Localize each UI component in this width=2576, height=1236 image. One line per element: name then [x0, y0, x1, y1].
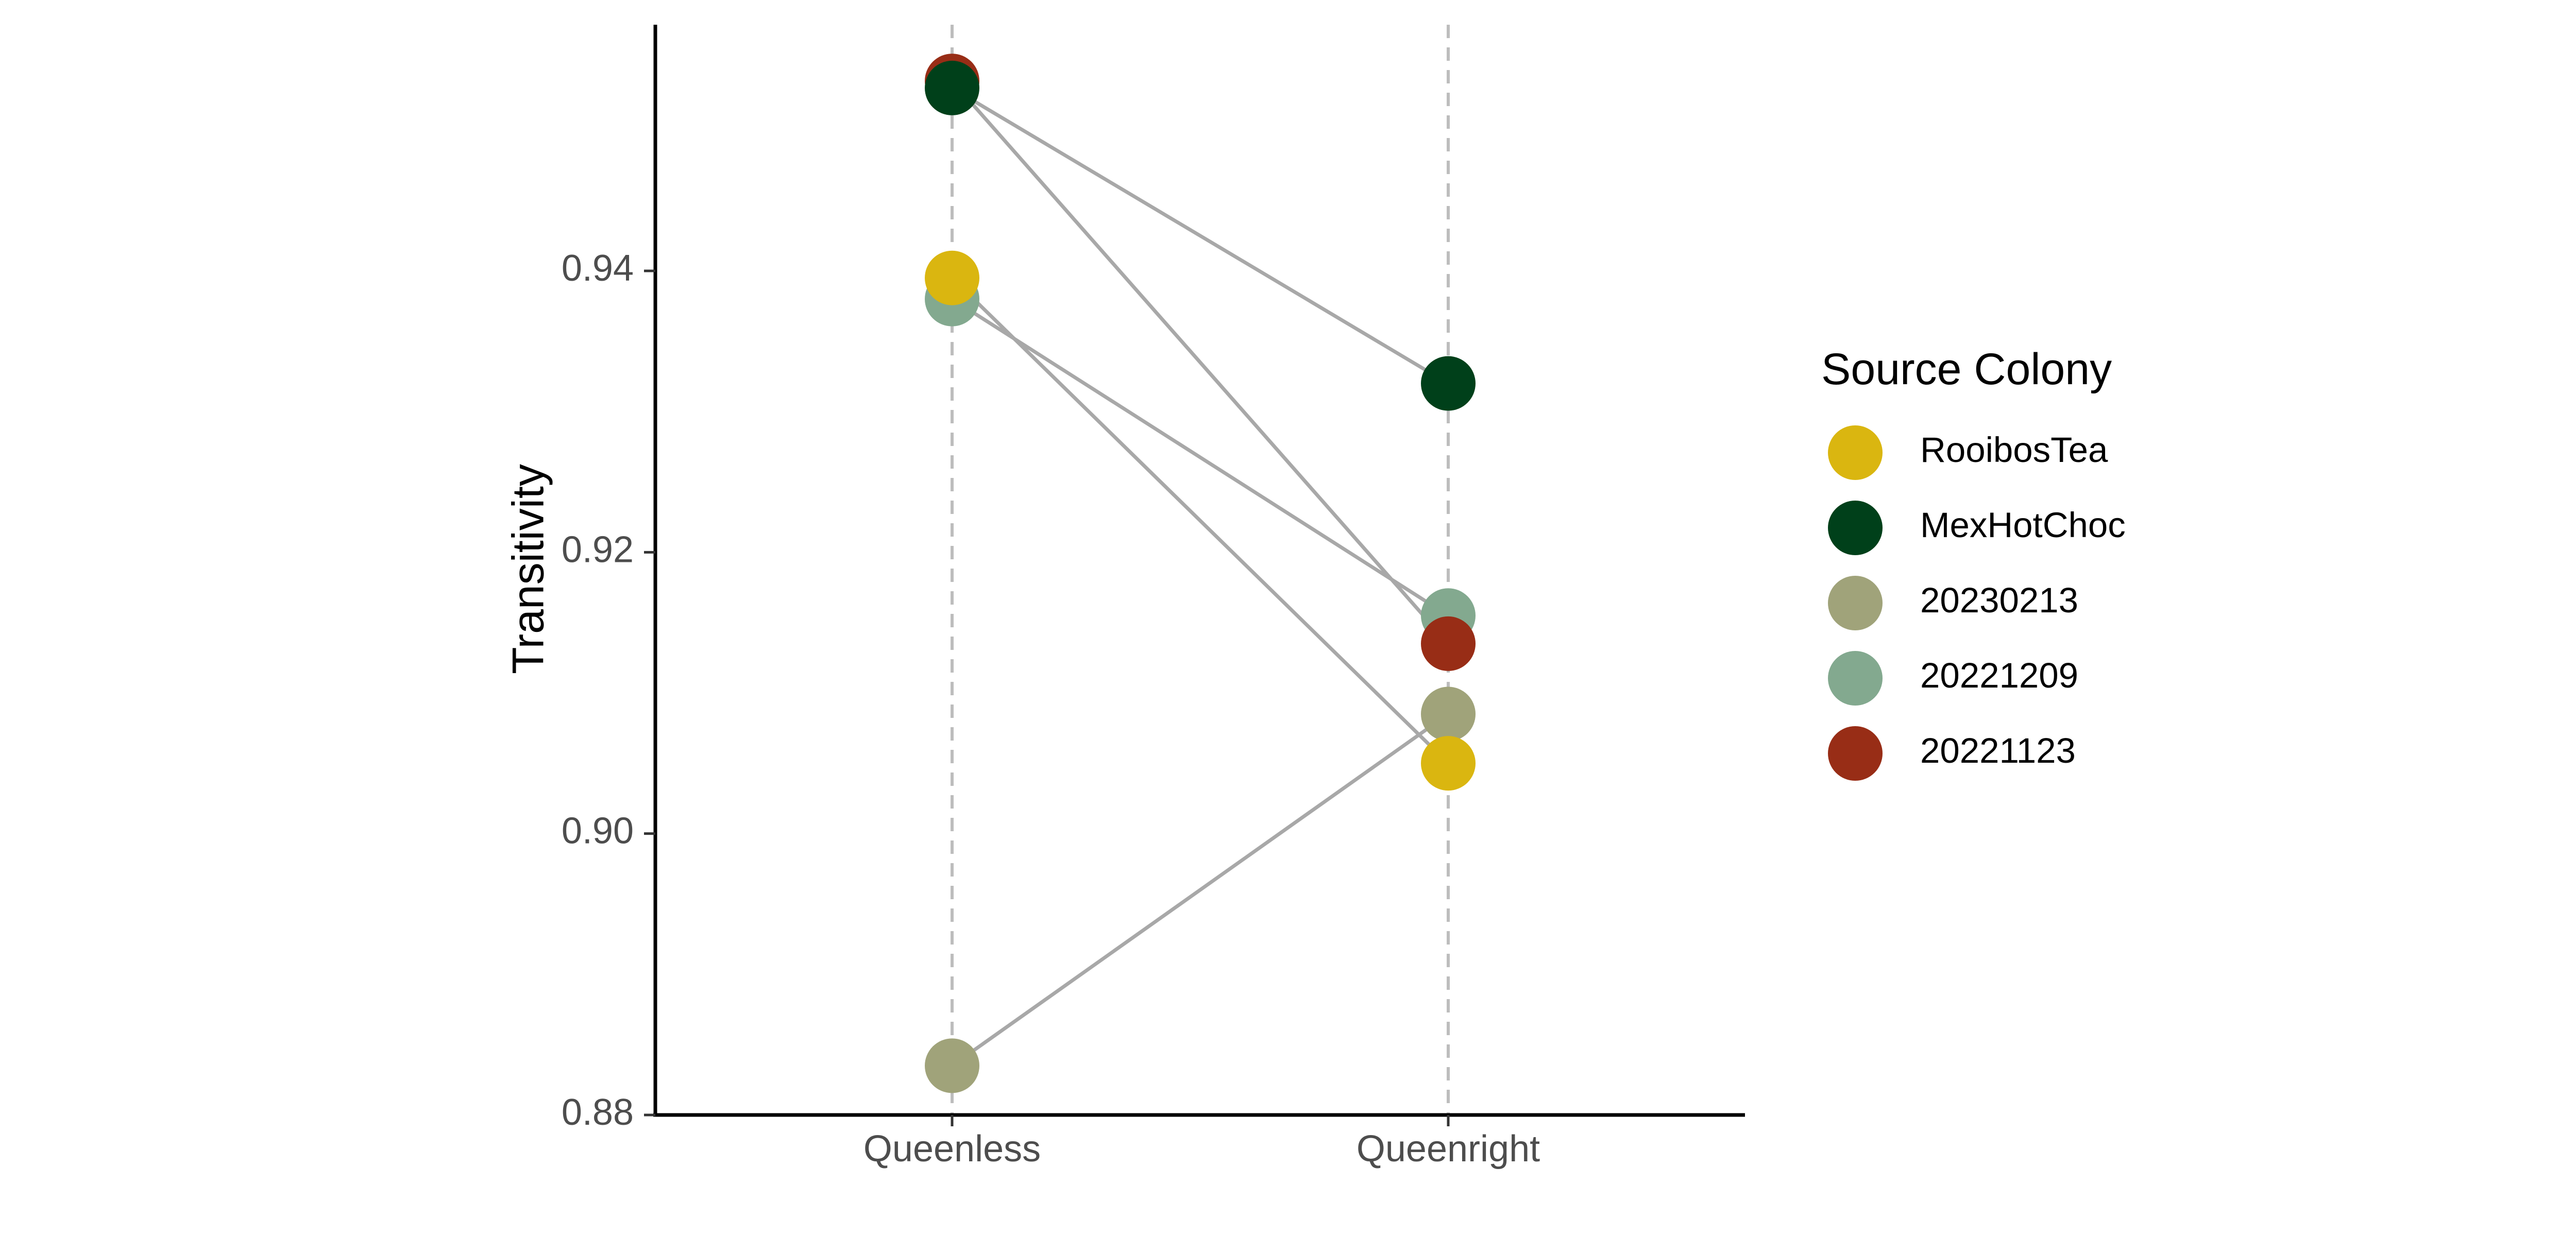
- legend-label-20221209: 20221209: [1920, 656, 2078, 695]
- point-rooibostea-queenless: [925, 250, 979, 305]
- legend-label-20230213: 20230213: [1920, 580, 2078, 620]
- legend-title: Source Colony: [1821, 345, 2112, 394]
- y-tick-label: 0.88: [562, 1092, 634, 1133]
- x-tick-label-queenless: Queenless: [863, 1128, 1041, 1170]
- connector-lines-layer: [950, 79, 1450, 1068]
- legend: Source Colony RooibosTea MexHotChoc 202302…: [1821, 345, 2126, 781]
- legend-label-rooibostea: RooibosTea: [1920, 430, 2108, 470]
- legend-key-rooibostea: [1828, 425, 1883, 480]
- point-20221123-queenright: [1421, 616, 1476, 671]
- connector-line-rooibostea: [950, 276, 1450, 765]
- connector-line-20230213: [950, 712, 1450, 1068]
- legend-label-20221123: 20221123: [1920, 731, 2076, 770]
- point-rooibostea-queenright: [1421, 736, 1476, 791]
- points-layer: [925, 54, 1476, 1093]
- point-mexhotchoc-queenless: [925, 60, 979, 115]
- y-tick-label: 0.90: [562, 811, 634, 852]
- ticks-layer: 0.88 0.90 0.92 0.94 Queenless Queenright: [562, 248, 1540, 1170]
- grid-layer: [951, 25, 1450, 1115]
- legend-label-mexhotchoc: MexHotChoc: [1920, 505, 2126, 545]
- x-tick-label-queenright: Queenright: [1357, 1128, 1540, 1170]
- connector-line-mexhotchoc: [950, 86, 1450, 386]
- y-axis-title: Transitivity: [504, 464, 553, 674]
- legend-key-20221123: [1828, 726, 1883, 781]
- legend-key-20221209: [1828, 651, 1883, 706]
- point-20230213-queenless: [925, 1038, 979, 1093]
- y-tick-label: 0.94: [562, 248, 634, 289]
- axes-layer: [653, 25, 1745, 1117]
- connector-line-20221123: [950, 79, 1450, 646]
- legend-key-20230213: [1828, 576, 1883, 630]
- point-20230213-queenright: [1421, 686, 1476, 742]
- y-tick-label: 0.92: [562, 529, 634, 570]
- connector-line-20221209: [950, 297, 1450, 617]
- legend-key-mexhotchoc: [1828, 501, 1883, 555]
- point-mexhotchoc-queenright: [1421, 356, 1476, 411]
